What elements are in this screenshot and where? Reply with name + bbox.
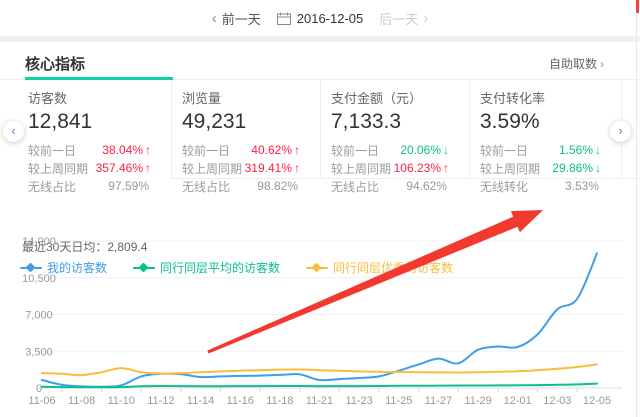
tab-core-metrics[interactable]: 核心指标	[25, 56, 86, 73]
stat-row: 较上周同期 357.46% ↑	[28, 161, 151, 176]
metric-card-visitors[interactable]: 访客数 12,841 较前一日 38.04% ↑ 较上周同期 357.46% ↑ 无线占…	[18, 80, 172, 194]
metric-cards-row: 访客数 12,841 较前一日 38.04% ↑ 较上周同期 357.46% ↑ 无线占…	[18, 80, 640, 194]
self-service-data-link[interactable]: 自助取数 ›	[548, 57, 604, 71]
svg-text:12-05: 12-05	[583, 395, 611, 407]
stat-row: 较前一日 38.04% ↑	[28, 143, 151, 158]
svg-text:11-10: 11-10	[108, 395, 135, 407]
svg-text:11-18: 11-18	[266, 395, 293, 407]
trend-arrow-icon: ↓	[595, 143, 601, 157]
svg-text:7,000: 7,000	[25, 310, 53, 322]
legend-item-my-visitors[interactable]: 我的访客数	[20, 259, 107, 276]
metric-title: 支付转化率	[480, 91, 546, 106]
metric-title: 访客数	[28, 91, 68, 106]
trend-arrow-icon: ↓	[443, 143, 449, 157]
trend-arrow-icon: ↑	[145, 143, 151, 157]
metric-value: 49,231	[182, 110, 247, 133]
trend-arrow-icon: ↑	[294, 161, 300, 175]
cards-row-spacer	[622, 80, 640, 179]
prev-day-button[interactable]: ‹ 前一天	[212, 9, 261, 28]
svg-text:14,000: 14,000	[22, 236, 56, 248]
chevron-left-icon: ‹	[211, 9, 217, 27]
svg-text:12-03: 12-03	[543, 395, 571, 407]
metric-card-conversion-rate[interactable]: 支付转化率 3.59% 较前一日 1.56% ↓ 较上周同期 29.86% ↓ 无线转化…	[470, 80, 622, 194]
metric-stats: 较前一日 20.06% ↓ 较上周同期 106.23% ↑ 无线占比 94.62%	[331, 141, 449, 195]
carousel-prev-button[interactable]: ‹	[3, 121, 24, 142]
stat-row: 无线占比 97.59%	[28, 179, 149, 194]
date-nav-bar: ‹ 前一天 2016-12-05 后一天 ›	[0, 0, 640, 36]
svg-text:11-06: 11-06	[28, 395, 55, 407]
metric-title: 浏览量	[182, 91, 222, 106]
metric-stats: 较前一日 38.04% ↑ 较上周同期 357.46% ↑ 无线占比 97.59%	[28, 141, 151, 195]
metric-stats: 较前一日 40.62% ↑ 较上周同期 319.41% ↑ 无线占比 98.82%	[182, 141, 300, 195]
svg-text:11-12: 11-12	[147, 395, 174, 407]
metric-title: 支付金额（元）	[331, 91, 423, 106]
stat-row: 无线占比 98.82%	[182, 179, 298, 194]
svg-text:3,500: 3,500	[25, 346, 53, 358]
legend-marker-icon	[20, 262, 42, 273]
trend-arrow-icon: ↓	[595, 161, 601, 175]
stat-row: 较前一日 20.06% ↓	[331, 143, 449, 158]
chart-subtitle: 最近30天日均：2,809.4	[22, 240, 148, 254]
page-edge-divider	[636, 0, 637, 417]
next-day-button[interactable]: 后一天 ›	[379, 9, 428, 28]
svg-text:11-23: 11-23	[345, 395, 372, 407]
current-date: 2016-12-05	[296, 10, 364, 26]
chevron-right-icon: ›	[600, 57, 604, 71]
metric-value: 12,841	[28, 110, 93, 133]
carousel-next-button[interactable]: ›	[610, 121, 631, 142]
metric-value: 7,133.3	[331, 110, 402, 133]
visitors-trend-chart: 0 3,500 7,000 10,500 14,000 11-06 11-08 11-10 11…	[22, 236, 622, 407]
stat-row: 无线转化 3.53%	[480, 179, 599, 194]
svg-text:0: 0	[36, 383, 42, 395]
svg-text:11-16: 11-16	[227, 395, 254, 407]
stat-row: 较前一日 1.56% ↓	[480, 143, 601, 158]
metric-card-pageviews[interactable]: 浏览量 49,231 较前一日 40.62% ↑ 较上周同期 319.41% ↑ 无线占…	[172, 80, 321, 194]
calendar-icon	[276, 12, 291, 25]
metric-card-payment-amount[interactable]: 支付金额（元） 7,133.3 较前一日 20.06% ↓ 较上周同期 106.23%…	[321, 80, 470, 194]
svg-text:10,500: 10,500	[22, 273, 56, 285]
svg-text:11-29: 11-29	[464, 395, 491, 407]
stat-row: 较上周同期 319.41% ↑	[182, 161, 300, 176]
svg-text:11-14: 11-14	[187, 395, 214, 407]
metric-stats: 较前一日 1.56% ↓ 较上周同期 29.86% ↓ 无线转化 3.53%	[480, 141, 601, 195]
legend-marker-icon	[133, 262, 156, 273]
prev-day-label: 前一天	[221, 11, 261, 27]
trend-arrow-icon: ↑	[294, 143, 300, 157]
svg-text:11-21: 11-21	[306, 395, 333, 407]
stat-row: 较上周同期 29.86% ↓	[480, 161, 601, 176]
svg-text:11-25: 11-25	[385, 395, 412, 407]
svg-text:11-08: 11-08	[68, 395, 95, 407]
section-header: 核心指标 自助取数 ›	[0, 42, 640, 80]
stat-row: 较前一日 40.62% ↑	[182, 143, 300, 158]
svg-text:11-27: 11-27	[425, 395, 452, 407]
date-picker[interactable]: 2016-12-05	[276, 10, 364, 26]
trend-arrow-icon: ↑	[443, 161, 449, 175]
scrollbar-tick	[636, 0, 639, 13]
metric-value: 3.59%	[480, 110, 540, 133]
svg-text:12-01: 12-01	[504, 395, 532, 407]
trend-arrow-icon: ↑	[145, 161, 151, 175]
stat-row: 较上周同期 106.23% ↑	[331, 161, 449, 176]
stat-row: 无线占比 94.62%	[331, 179, 447, 194]
next-day-label: 后一天	[379, 11, 419, 27]
active-tab-indicator	[25, 77, 173, 80]
chevron-right-icon: ›	[423, 9, 429, 27]
